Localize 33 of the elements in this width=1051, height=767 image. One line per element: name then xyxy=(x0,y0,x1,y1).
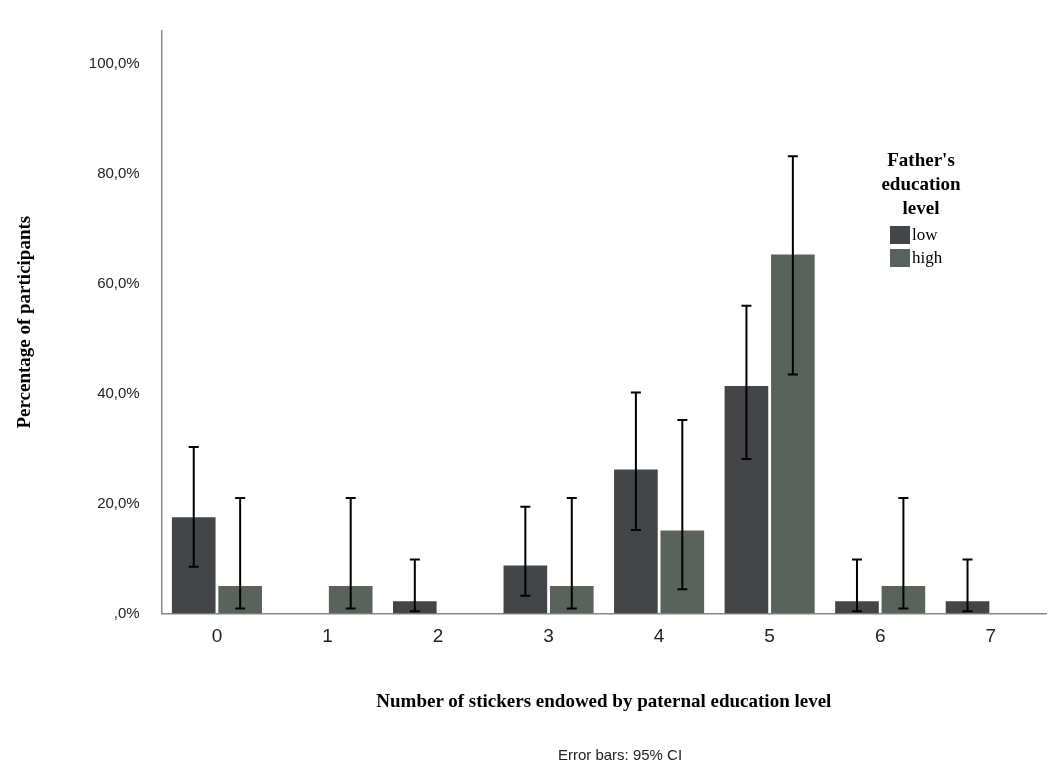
y-tick-label: 80,0% xyxy=(97,163,140,181)
y-tick-label: ,0% xyxy=(113,603,140,621)
bar xyxy=(881,585,926,614)
y-axis-title: Percentage of participants xyxy=(13,215,35,429)
y-tick-label: 100,0% xyxy=(88,54,140,72)
y-tick-label: 60,0% xyxy=(97,273,140,291)
bar xyxy=(945,601,990,614)
y-tick-label: 20,0% xyxy=(97,493,140,511)
bar xyxy=(218,585,262,614)
bar xyxy=(503,565,548,614)
bar xyxy=(835,601,879,614)
x-tick-label: 4 xyxy=(653,625,665,647)
x-tick-label: 2 xyxy=(432,625,444,647)
bar xyxy=(614,469,658,614)
x-tick-label: 0 xyxy=(211,625,223,647)
x-tick-label: 6 xyxy=(874,625,886,647)
text: Error bars: 95% CI xyxy=(557,746,683,764)
bar xyxy=(392,601,437,614)
x-tick-label: 7 xyxy=(985,625,997,647)
y-tick-label: 40,0% xyxy=(97,383,140,401)
bar xyxy=(660,530,705,614)
x-tick-label: 5 xyxy=(764,625,775,647)
legend-label: high xyxy=(912,248,943,268)
x-tick-label: 3 xyxy=(543,625,554,647)
bar xyxy=(724,385,769,614)
x-tick-label: 1 xyxy=(322,625,333,647)
x-axis-title: Number of stickers endowed by paternal education level xyxy=(376,689,832,711)
bar xyxy=(549,585,594,614)
legend-label: low xyxy=(912,225,939,245)
bar xyxy=(771,254,815,614)
legend-title: Father's education level xyxy=(881,148,962,218)
bar xyxy=(171,517,216,614)
bar xyxy=(328,585,373,614)
